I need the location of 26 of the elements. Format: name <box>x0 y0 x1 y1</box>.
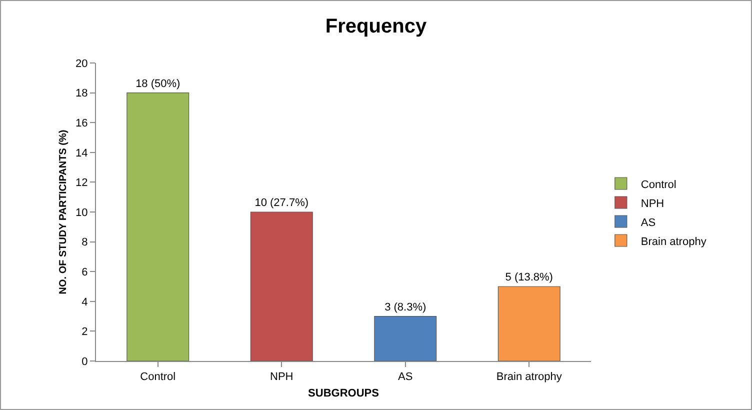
data-label: 5 (13.8%) <box>505 272 553 284</box>
x-tick-label: Control <box>140 371 176 384</box>
legend-label: AS <box>640 216 656 229</box>
legend-label: NPH <box>640 198 664 210</box>
legend-label: Control <box>640 178 676 191</box>
y-tick-label: 0 <box>82 356 88 368</box>
y-tick-label: 12 <box>76 177 88 190</box>
chart-title: Frequency <box>325 15 428 38</box>
y-tick-label: 8 <box>82 236 88 249</box>
y-tick-label: 10 <box>76 206 88 219</box>
x-tick-label: Brain atrophy <box>496 371 562 384</box>
x-axis-title: SUBGROUPS <box>308 387 379 400</box>
data-label: 3 (8.3%) <box>384 301 426 314</box>
y-tick-label: 6 <box>82 266 88 278</box>
y-tick-label: 20 <box>76 58 88 70</box>
x-tick-label: AS <box>398 371 413 384</box>
y-tick-label: 2 <box>82 326 88 338</box>
legend-label: Brain atrophy <box>640 236 707 248</box>
y-tick-label: 16 <box>76 117 88 130</box>
y-tick-label: 18 <box>76 88 88 100</box>
data-label: 10 (27.7%) <box>254 197 309 209</box>
y-tick-label: 4 <box>82 296 88 308</box>
y-tick-label: 14 <box>76 147 88 160</box>
data-label: 18 (50%) <box>136 78 180 90</box>
x-tick-label: NPH <box>270 371 294 384</box>
y-axis-title: NO. OF STUDY PARTICIPANTS (%) <box>58 130 69 294</box>
